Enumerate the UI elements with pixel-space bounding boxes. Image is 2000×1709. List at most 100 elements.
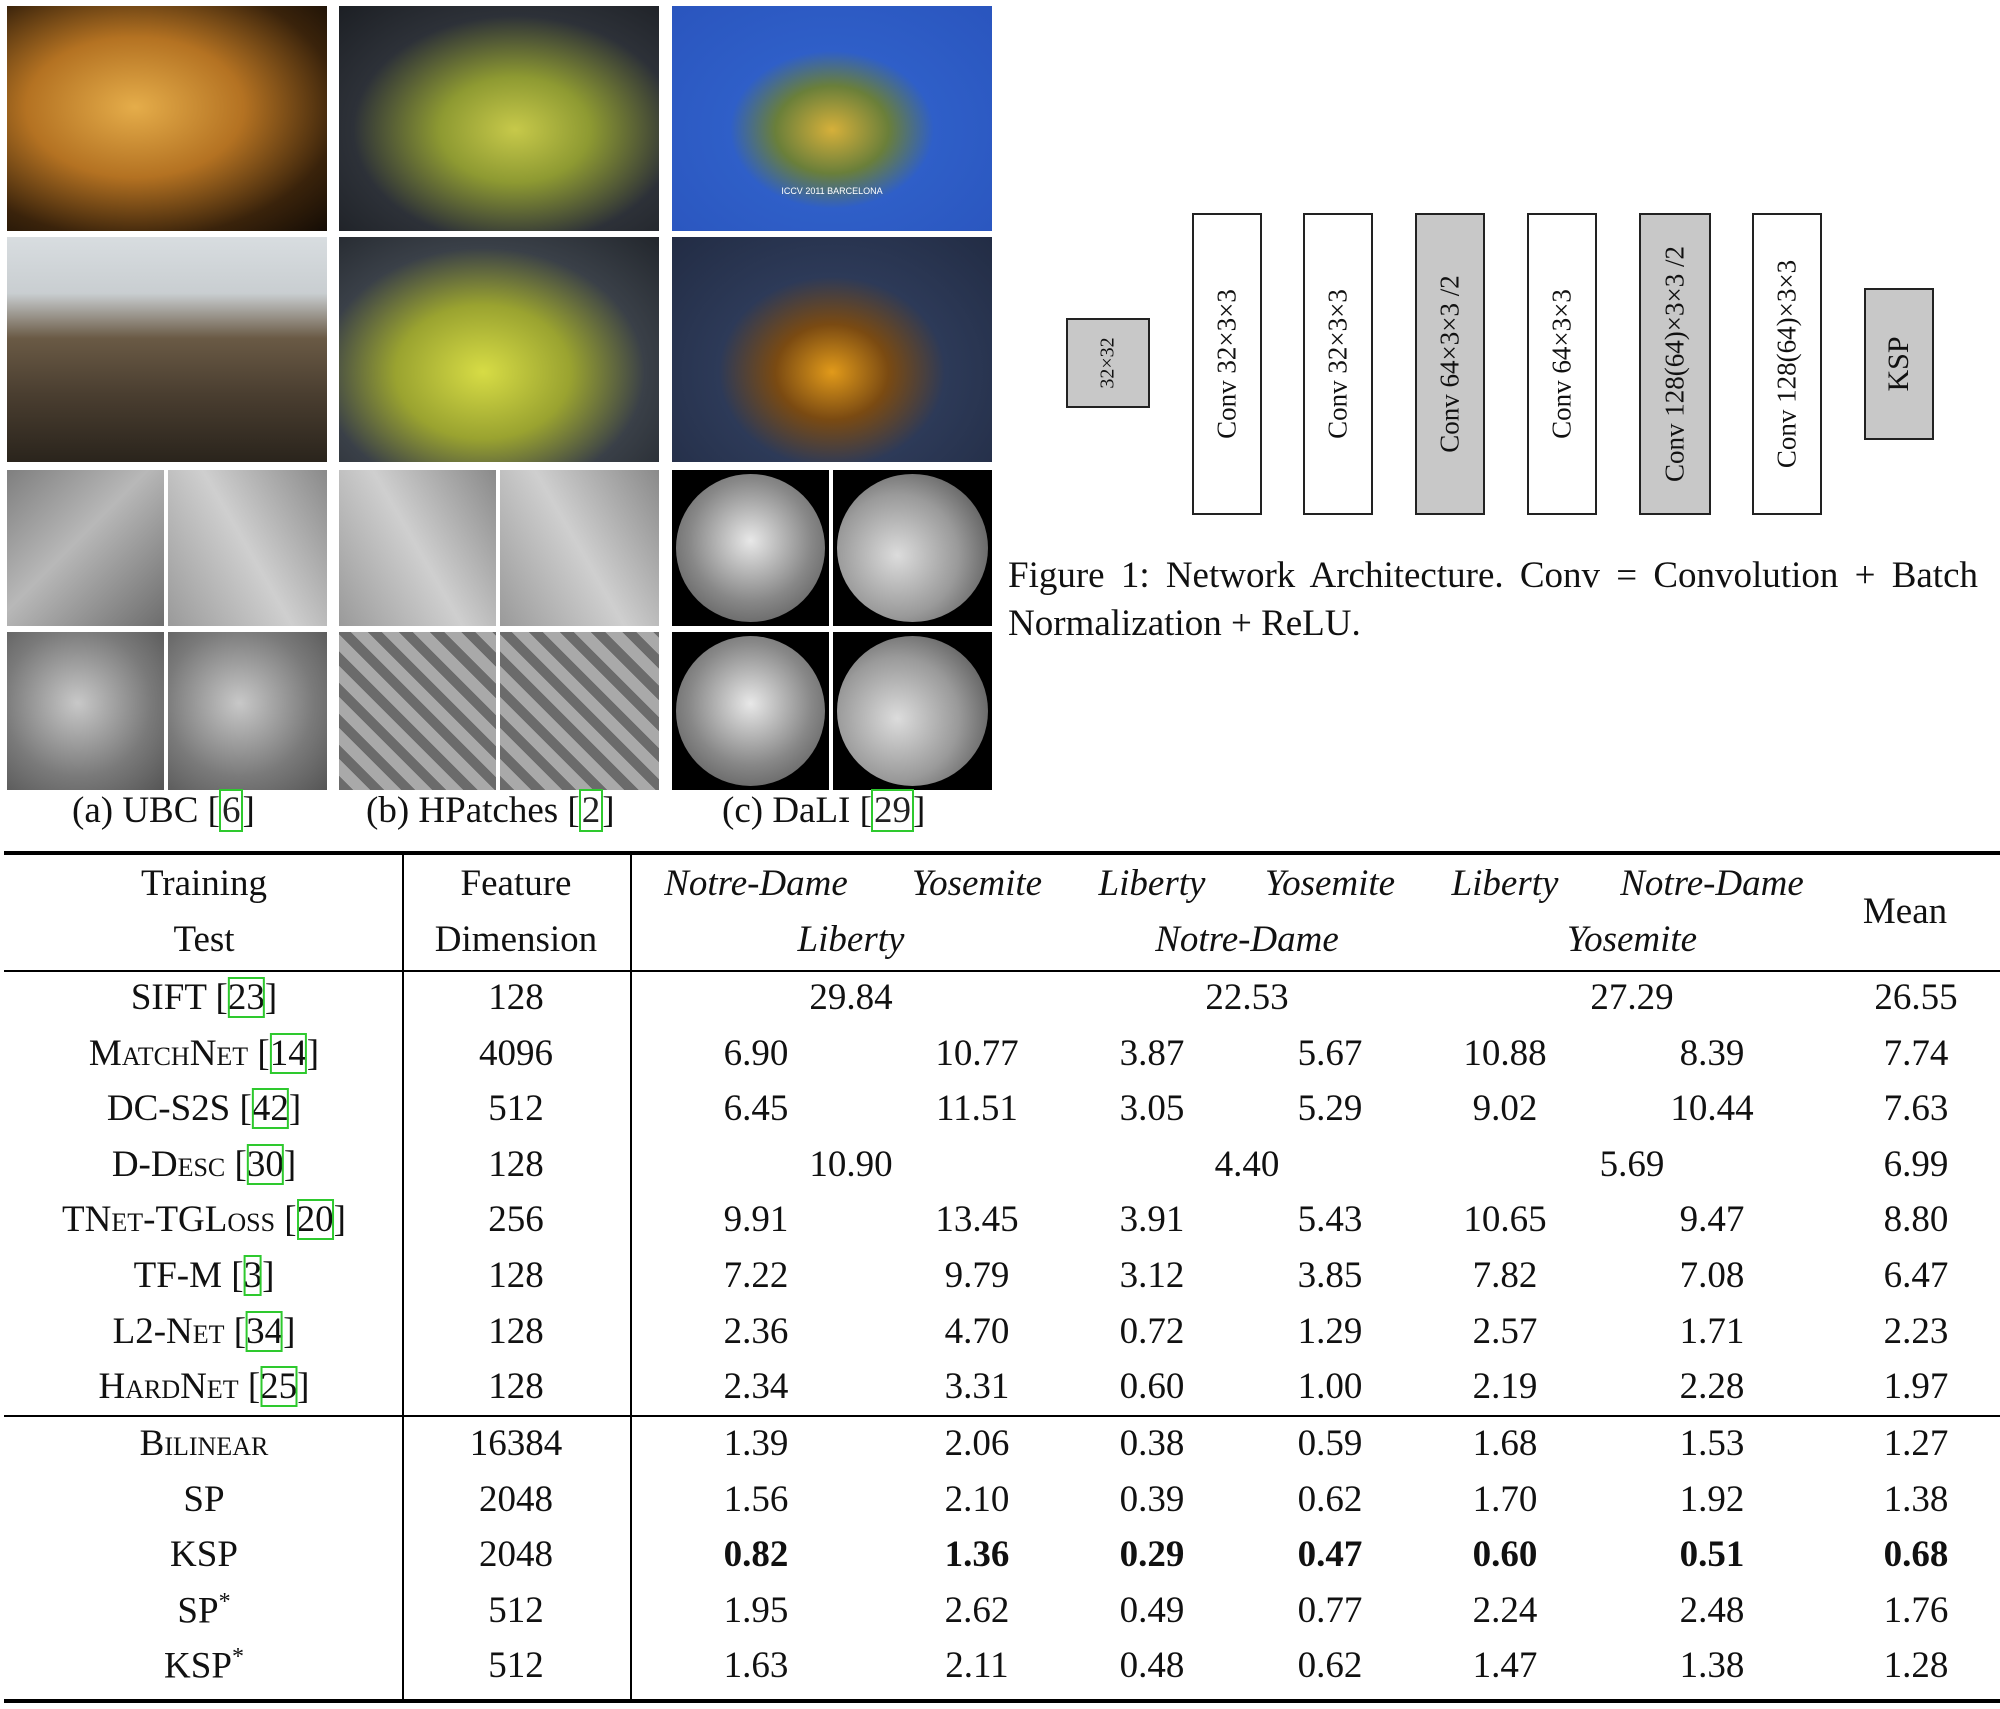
error-value: 13.45 xyxy=(935,1199,1019,1241)
subcaption-ubc: (a) UBC [6] xyxy=(72,789,255,832)
mean-value: 1.97 xyxy=(1883,1366,1949,1408)
error-value: 4.40 xyxy=(1214,1143,1280,1185)
citation-link[interactable]: 2 xyxy=(578,789,604,832)
citation-link[interactable]: 42 xyxy=(251,1088,289,1130)
citation-link[interactable]: 3 xyxy=(243,1255,263,1296)
mean-value: 2.23 xyxy=(1883,1310,1949,1352)
error-value: 1.68 xyxy=(1472,1423,1538,1464)
column-divider xyxy=(402,855,404,1699)
method-name: DC-S2S [42] xyxy=(106,1088,302,1130)
error-value: 2.24 xyxy=(1472,1589,1538,1631)
method-name: SP xyxy=(183,1478,225,1520)
feature-dimension: 512 xyxy=(488,1088,544,1130)
citation-link[interactable]: 25 xyxy=(260,1366,298,1408)
citation-link[interactable]: 14 xyxy=(269,1032,307,1074)
tshirt-photo: ICCV 2011 BARCELONA xyxy=(672,6,992,231)
method-name: TF-M [3] xyxy=(133,1255,275,1296)
header-test-set: Yosemite xyxy=(1566,919,1698,960)
citation-link[interactable]: 34 xyxy=(246,1310,284,1352)
conv-layer-5: Conv 128(64)×3×3 /2 xyxy=(1639,213,1711,515)
error-value: 2.34 xyxy=(723,1366,789,1408)
feature-dimension: 128 xyxy=(488,1366,544,1408)
error-value: 0.72 xyxy=(1119,1310,1185,1352)
mean-value: 1.28 xyxy=(1883,1645,1949,1687)
method-name: TNet-TGLoss [20] xyxy=(62,1199,346,1241)
error-value: 1.70 xyxy=(1472,1478,1538,1520)
error-value: 9.91 xyxy=(723,1199,789,1241)
conv-layer-6: Conv 128(64)×3×3 xyxy=(1752,213,1822,515)
citation-link[interactable]: 30 xyxy=(246,1143,284,1185)
error-value: 2.19 xyxy=(1472,1366,1538,1408)
error-value: 7.82 xyxy=(1472,1255,1538,1296)
input-layer: 32×32 xyxy=(1066,318,1150,408)
header-mean: Mean xyxy=(1862,891,1948,932)
error-value: 1.29 xyxy=(1297,1310,1363,1352)
error-value: 0.60 xyxy=(1119,1366,1185,1408)
header-train-set: Liberty xyxy=(1451,863,1559,904)
mean-value: 26.55 xyxy=(1874,977,1958,1018)
citation-link[interactable]: 20 xyxy=(296,1199,334,1241)
error-value: 1.63 xyxy=(723,1645,789,1687)
mean-value: 7.63 xyxy=(1883,1088,1949,1130)
citation-link[interactable]: 6 xyxy=(218,789,244,832)
table-bottom-rule xyxy=(4,1699,2000,1703)
dali-patch xyxy=(672,470,829,626)
error-value: 0.77 xyxy=(1297,1589,1363,1631)
header-test-set: Liberty xyxy=(797,919,905,960)
error-value: 9.47 xyxy=(1679,1199,1745,1241)
mean-value: 0.68 xyxy=(1883,1534,1949,1576)
feature-dimension: 256 xyxy=(488,1199,544,1241)
citation-link[interactable]: 23 xyxy=(227,977,265,1018)
tshirt-print-text: ICCV 2011 BARCELONA xyxy=(781,186,883,196)
error-value: 0.49 xyxy=(1119,1589,1185,1631)
error-value: 3.12 xyxy=(1119,1255,1185,1296)
error-value: 29.84 xyxy=(809,977,893,1018)
header-train-set: Notre-Dame xyxy=(1620,863,1804,904)
error-value: 10.90 xyxy=(809,1143,893,1185)
error-value: 1.95 xyxy=(723,1589,789,1631)
feature-dimension: 4096 xyxy=(479,1032,553,1074)
conv-layer-3: Conv 64×3×3 /2 xyxy=(1415,213,1485,515)
error-value: 5.43 xyxy=(1297,1199,1363,1241)
error-value: 0.62 xyxy=(1297,1645,1363,1687)
header-train-set: Liberty xyxy=(1098,863,1206,904)
error-value: 5.29 xyxy=(1297,1088,1363,1130)
error-value: 9.02 xyxy=(1472,1088,1538,1130)
error-value: 27.29 xyxy=(1590,977,1674,1018)
table-header-rule xyxy=(4,970,2000,972)
asterisk-mark: * xyxy=(231,1644,244,1671)
feature-dimension: 128 xyxy=(488,1255,544,1296)
dali-patch xyxy=(833,632,992,790)
header-training: Training xyxy=(140,863,268,904)
error-value: 5.67 xyxy=(1297,1032,1363,1074)
error-value: 3.87 xyxy=(1119,1032,1185,1074)
mean-value: 1.38 xyxy=(1883,1478,1949,1520)
table-group-rule xyxy=(4,1415,2000,1417)
notre-dame-night-photo xyxy=(7,6,327,231)
feature-dimension: 128 xyxy=(488,977,544,1018)
error-value: 2.48 xyxy=(1679,1589,1745,1631)
error-value: 10.77 xyxy=(935,1032,1019,1074)
error-value: 1.53 xyxy=(1679,1423,1745,1464)
subcaption-hpatches: (b) HPatches [2] xyxy=(366,789,615,832)
error-value: 22.53 xyxy=(1205,977,1289,1018)
mean-value: 8.80 xyxy=(1883,1199,1949,1241)
hpatches-patch xyxy=(500,470,659,626)
method-name: SP* xyxy=(177,1588,231,1632)
mean-value: 1.27 xyxy=(1883,1423,1949,1464)
error-value: 9.79 xyxy=(944,1255,1010,1296)
figure-caption: Figure 1: Network Architecture. Conv = C… xyxy=(1008,555,1978,644)
citation-link[interactable]: 29 xyxy=(870,789,914,832)
error-value: 1.39 xyxy=(723,1423,789,1464)
error-value: 10.88 xyxy=(1463,1032,1547,1074)
error-value: 0.29 xyxy=(1119,1534,1185,1576)
dali-patch xyxy=(672,632,829,790)
ubc-patch xyxy=(168,470,327,626)
header-train-set: Yosemite xyxy=(1264,863,1396,904)
header-test: Test xyxy=(173,919,235,960)
method-name: L2-Net [34] xyxy=(112,1310,296,1352)
feature-dimension: 2048 xyxy=(479,1478,553,1520)
feature-dimension: 128 xyxy=(488,1143,544,1185)
error-value: 1.38 xyxy=(1679,1645,1745,1687)
feature-dimension: 512 xyxy=(488,1645,544,1687)
